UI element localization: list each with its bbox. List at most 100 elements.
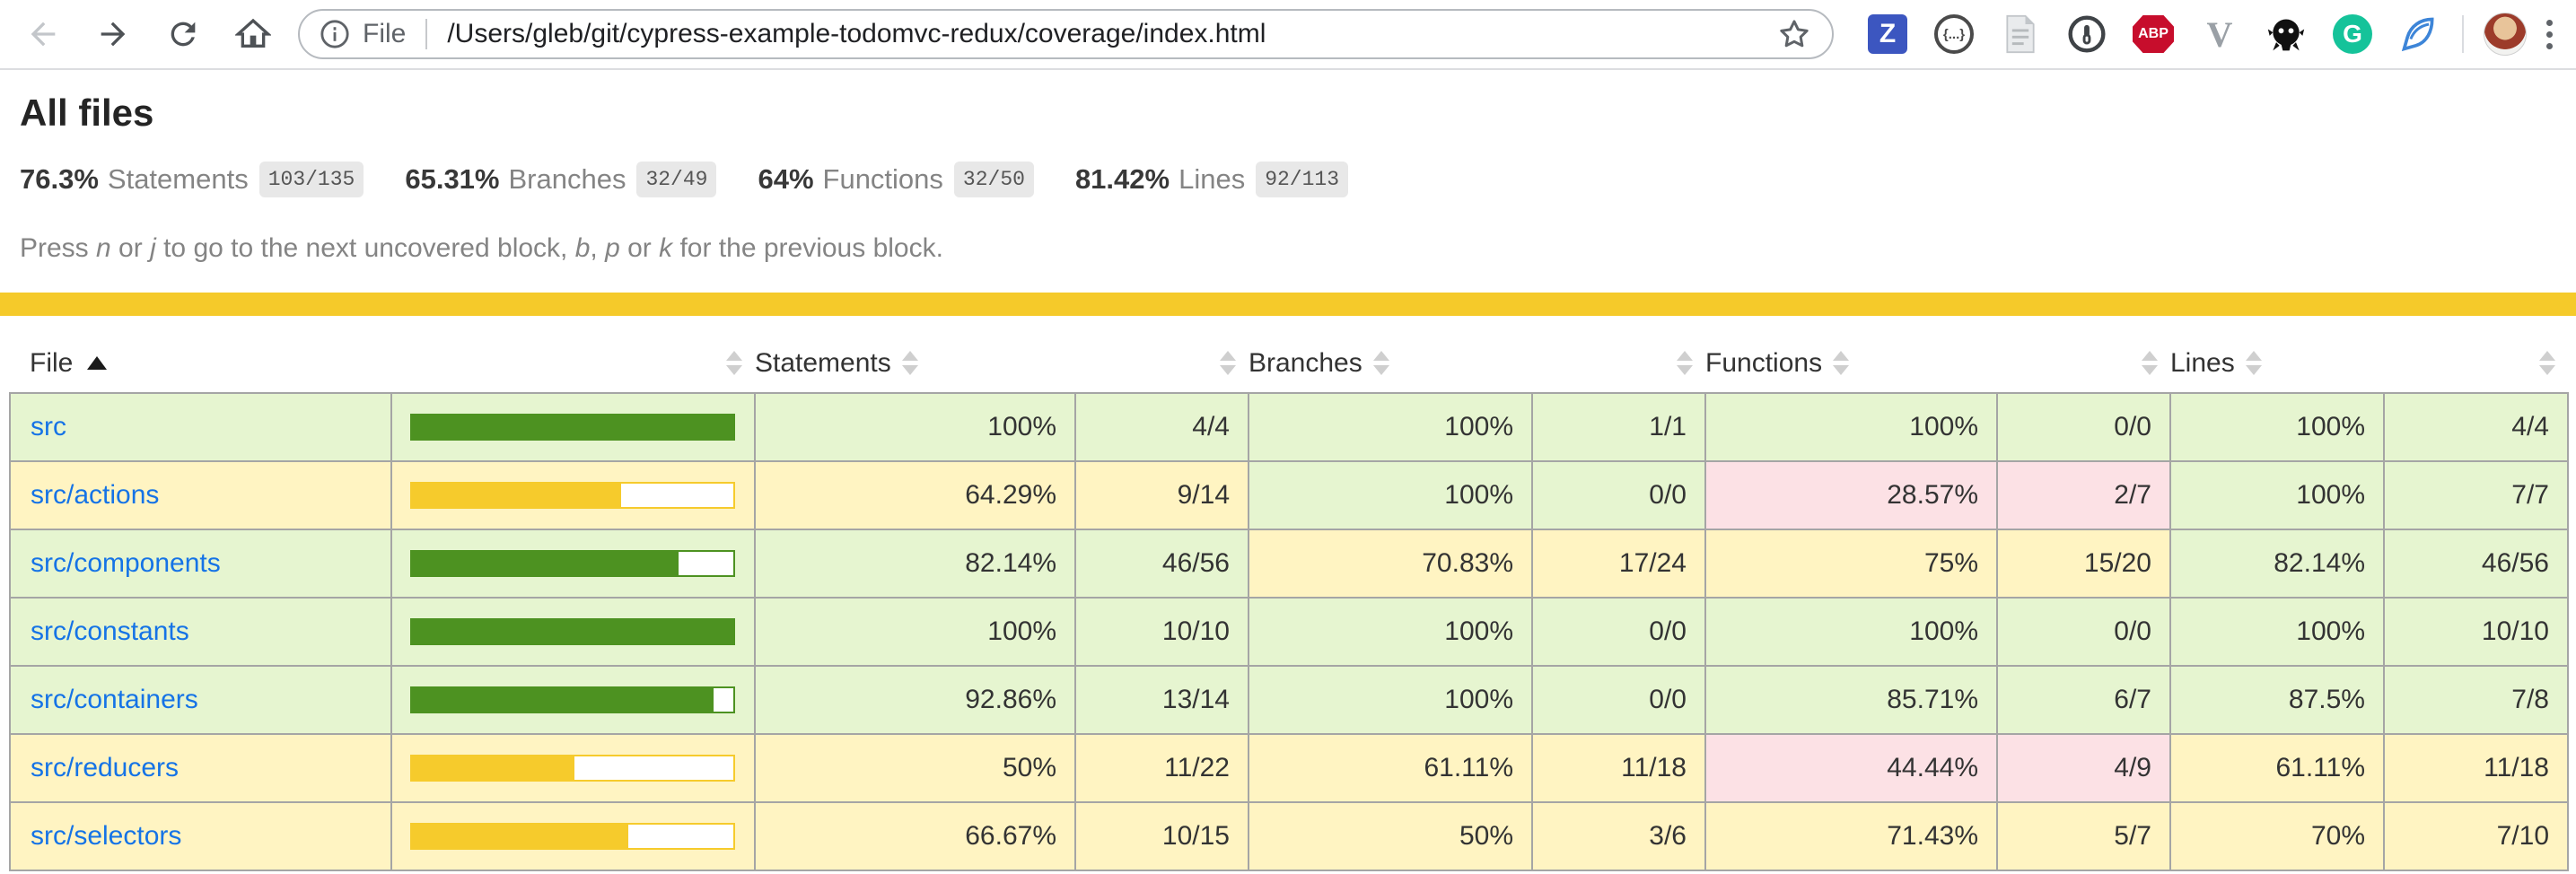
lines-pct-cell: 100% xyxy=(2169,597,2385,667)
column-header-functions-fraction-sorter[interactable] xyxy=(1997,334,2170,393)
branches-fraction-badge: 32/49 xyxy=(636,162,717,197)
forward-icon[interactable] xyxy=(93,14,133,54)
statements-fraction-cell: 11/22 xyxy=(1074,733,1249,803)
column-header-branches-fraction-sorter[interactable] xyxy=(1532,334,1705,393)
functions-fraction-cell: 5/7 xyxy=(1996,801,2171,871)
coverage-bar xyxy=(410,618,735,645)
file-link[interactable]: src/actions xyxy=(31,480,160,510)
branches-fraction-cell: 17/24 xyxy=(1531,529,1706,599)
functions-pct-cell: 75% xyxy=(1704,529,1998,599)
lines-pct: 81.42% xyxy=(1074,163,1170,195)
branches-fraction-cell: 0/0 xyxy=(1531,597,1706,667)
lines-fraction-cell: 7/7 xyxy=(2383,460,2569,530)
column-header-chart-sorter[interactable] xyxy=(391,334,755,393)
sorter-icon[interactable] xyxy=(1220,351,1236,375)
statements-fraction-cell: 9/14 xyxy=(1074,460,1249,530)
lines-pct-cell: 70% xyxy=(2169,801,2385,871)
branches-fraction-cell: 11/18 xyxy=(1531,733,1706,803)
branches-pct-cell: 100% xyxy=(1248,460,1533,530)
column-header-branches[interactable]: Branches xyxy=(1249,334,1532,393)
vue-devtools-extension-icon[interactable]: V xyxy=(2206,13,2233,55)
statements-fraction-cell: 46/56 xyxy=(1074,529,1249,599)
url-text[interactable]: /Users/gleb/git/cypress-example-todomvc-… xyxy=(447,19,1266,48)
file-link[interactable]: src/components xyxy=(31,548,221,578)
column-header-lines-fraction-sorter[interactable] xyxy=(2384,334,2568,393)
file-link[interactable]: src/reducers xyxy=(31,753,180,782)
statements-pct-cell: 64.29% xyxy=(754,460,1076,530)
home-icon[interactable] xyxy=(233,14,273,54)
sorter-icon[interactable] xyxy=(1372,351,1389,375)
lines-summary: 81.42% Lines 92/113 xyxy=(1074,162,1349,197)
keyboard-hint: Press n or j to go to the next uncovered… xyxy=(20,233,943,263)
back-icon[interactable] xyxy=(23,14,63,54)
file-link[interactable]: src/containers xyxy=(31,685,198,714)
statements-pct-cell: 82.14% xyxy=(754,529,1076,599)
sorter-icon[interactable] xyxy=(726,351,742,375)
branches-fraction-cell: 0/0 xyxy=(1531,460,1706,530)
lines-fraction-cell: 46/56 xyxy=(2383,529,2569,599)
json-viewer-extension-icon[interactable]: {...} xyxy=(1932,13,1976,56)
kuker-extension-icon[interactable] xyxy=(2265,13,2308,56)
coverage-bar-empty xyxy=(712,686,735,713)
browser-menu-icon[interactable] xyxy=(2546,19,2553,49)
chart-cell xyxy=(390,801,756,871)
coverage-summary: 76.3% Statements 103/135 65.31% Branches… xyxy=(20,162,2556,197)
file-link[interactable]: src/constants xyxy=(31,616,189,646)
address-bar[interactable]: File /Users/gleb/git/cypress-example-tod… xyxy=(298,9,1834,59)
coverage-report: All files 76.3% Statements 103/135 65.31… xyxy=(0,70,2576,871)
coverage-bar-empty xyxy=(626,823,735,850)
functions-summary: 64% Functions 32/50 xyxy=(758,162,1034,197)
adblock-plus-extension-icon[interactable]: ABP xyxy=(2132,13,2175,56)
functions-fraction-cell: 15/20 xyxy=(1996,529,2171,599)
feather-extension-icon[interactable] xyxy=(2397,13,2440,56)
column-header-lines[interactable]: Lines xyxy=(2170,334,2384,393)
bookmark-star-icon[interactable] xyxy=(1776,16,1812,52)
sorter-icon[interactable] xyxy=(901,351,918,375)
coverage-bar xyxy=(410,482,735,509)
coverage-bar-empty xyxy=(677,550,735,577)
coverage-bar-fill xyxy=(410,414,735,441)
lines-pct-cell: 82.14% xyxy=(2169,529,2385,599)
lines-fraction-cell: 11/18 xyxy=(2383,733,2569,803)
chart-cell xyxy=(390,733,756,803)
lines-pct-cell: 100% xyxy=(2169,460,2385,530)
sorter-icon[interactable] xyxy=(1677,351,1693,375)
statements-pct-cell: 92.86% xyxy=(754,665,1076,735)
sorter-icon[interactable] xyxy=(2142,351,2158,375)
coverage-bar-empty xyxy=(618,482,735,509)
coverage-bar xyxy=(410,755,735,782)
column-header-statements-fraction-sorter[interactable] xyxy=(1075,334,1249,393)
column-header-functions[interactable]: Functions xyxy=(1705,334,1997,393)
functions-pct: 64% xyxy=(758,163,814,195)
grammarly-extension-icon[interactable]: G xyxy=(2331,13,2374,56)
sorter-icon[interactable] xyxy=(1833,351,1850,375)
profile-avatar[interactable] xyxy=(2484,13,2527,56)
column-header-statements[interactable]: Statements xyxy=(755,334,1075,393)
browser-toolbar: File /Users/gleb/git/cypress-example-tod… xyxy=(0,0,2576,70)
statements-label: Statements xyxy=(107,163,249,195)
branches-pct-cell: 100% xyxy=(1248,665,1533,735)
file-cell: src xyxy=(9,392,392,462)
branches-pct: 65.31% xyxy=(405,163,500,195)
statements-pct-cell: 66.67% xyxy=(754,801,1076,871)
table-header-row: File Statements Branches xyxy=(10,334,2568,393)
onepassword-extension-icon[interactable] xyxy=(2065,13,2108,56)
chart-cell xyxy=(390,460,756,530)
coverage-status-line xyxy=(0,293,2576,316)
branches-pct-cell: 61.11% xyxy=(1248,733,1533,803)
info-icon[interactable] xyxy=(320,19,350,49)
column-header-file[interactable]: File xyxy=(10,334,391,393)
sorter-icon[interactable] xyxy=(2539,351,2555,375)
zotero-extension-icon[interactable]: Z xyxy=(1866,13,1909,56)
table-row: src 100% 4/4 100% 1/1 100% 0/0 100% 4/4 xyxy=(9,392,2569,462)
statements-fraction-cell: 13/14 xyxy=(1074,665,1249,735)
lines-pct-cell: 100% xyxy=(2169,392,2385,462)
functions-pct-cell: 28.57% xyxy=(1704,460,1998,530)
notes-page-extension-icon[interactable] xyxy=(1999,13,2042,56)
file-link[interactable]: src/selectors xyxy=(31,821,182,851)
file-link[interactable]: src xyxy=(31,412,66,441)
sorter-icon[interactable] xyxy=(2245,351,2262,375)
toolbar-divider xyxy=(2462,15,2464,53)
reload-icon[interactable] xyxy=(163,14,203,54)
lines-fraction-cell: 4/4 xyxy=(2383,392,2569,462)
